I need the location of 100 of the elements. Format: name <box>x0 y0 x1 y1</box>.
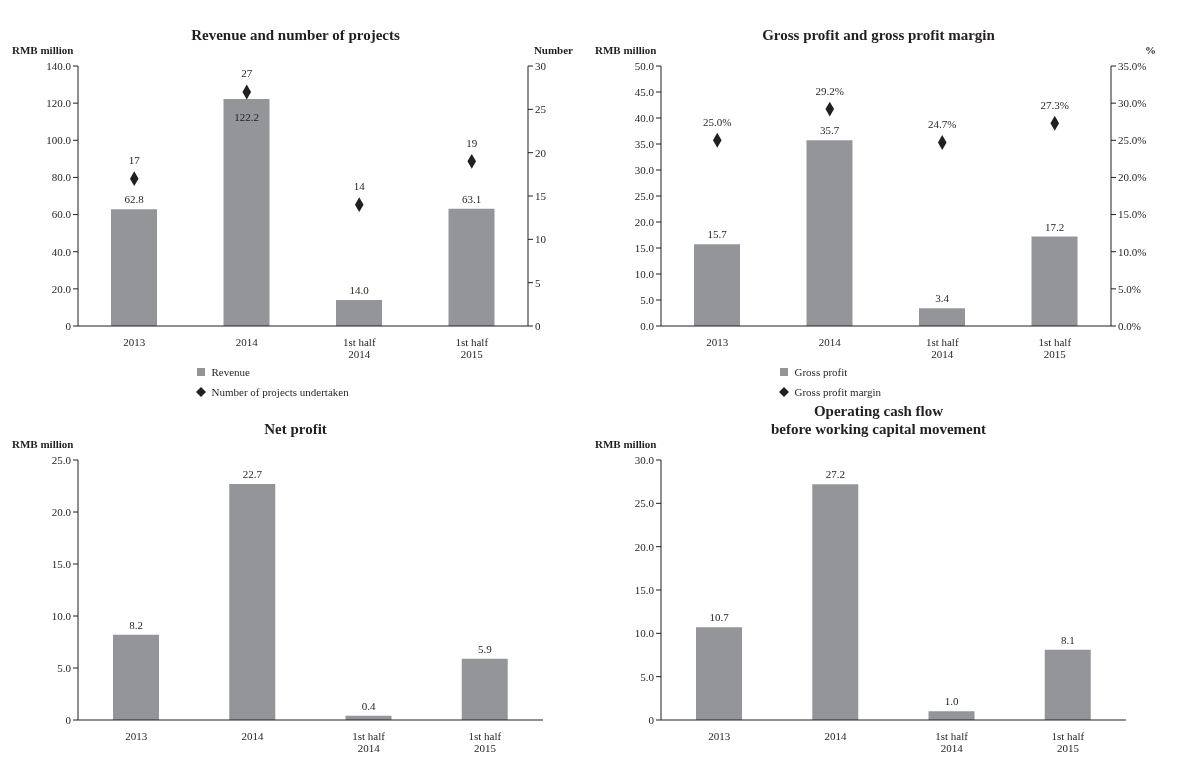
y2-tick-label: 10.0% <box>1118 245 1147 258</box>
chart-title: Revenue and number of projects <box>190 26 401 44</box>
y2-tick-label: 35.0% <box>1118 59 1147 72</box>
chart-title: Net profit <box>263 420 328 438</box>
legend-label: Number of projects undertaken <box>211 386 349 398</box>
y-tick-label: 20.0 <box>634 540 655 553</box>
bar <box>1031 236 1078 326</box>
x-tick-label: 2014 <box>824 730 847 742</box>
y-tick-label: 5.0 <box>57 661 72 674</box>
bar <box>919 308 965 326</box>
x-tick-label: 1st half 2014 <box>352 730 386 754</box>
data-label: 24.7% <box>928 118 957 130</box>
bar <box>336 300 382 326</box>
x-tick-label: 1st half 2015 <box>455 336 489 360</box>
y-tick-label: 35.0 <box>634 137 655 150</box>
y-tick-label: 0 <box>65 713 72 726</box>
data-label: 27 <box>241 67 253 80</box>
x-tick-label: 2014 <box>235 336 259 348</box>
data-label: 8.1 <box>1060 633 1075 646</box>
y2-axis-title: Number <box>533 44 573 56</box>
y-tick-label: 0 <box>648 713 655 726</box>
y-tick-label: 15.0 <box>51 557 72 570</box>
data-label: 122.2 <box>234 110 259 123</box>
y2-tick-label: 5.0% <box>1118 282 1141 295</box>
bar <box>928 711 975 720</box>
data-label: 1.0 <box>944 695 959 708</box>
y-tick-label: 20.0 <box>51 505 72 518</box>
y2-tick-label: 25.0% <box>1118 134 1147 147</box>
y-tick-label: 30.0 <box>634 163 655 176</box>
x-tick-label: 1st half 2015 <box>1038 336 1072 360</box>
y-tick-label: 15.0 <box>634 583 655 596</box>
bar <box>694 244 740 326</box>
data-label: 10.7 <box>709 611 730 624</box>
y-tick-label: 25.0 <box>51 453 72 466</box>
data-label: 25.0% <box>703 115 732 128</box>
y2-tick-label: 5 <box>535 276 541 289</box>
x-tick-label: 2013 <box>708 730 731 742</box>
y2-tick-label: 20 <box>535 146 547 159</box>
legend-label: Revenue <box>211 366 250 378</box>
x-tick-label: 2013 <box>125 730 148 742</box>
y-tick-label: 80.0 <box>51 171 72 184</box>
y2-tick-label: 30.0% <box>1118 97 1147 110</box>
y-tick-label: 25.0 <box>634 189 655 202</box>
data-label: 27.2 <box>825 468 845 481</box>
y-tick-label: 5.0 <box>640 670 655 683</box>
x-tick-label: 1st half 2015 <box>1051 730 1085 754</box>
bar <box>806 140 853 326</box>
y-axis-title: RMB million <box>595 44 657 56</box>
bar <box>111 209 157 326</box>
y-tick-label: 15.0 <box>634 241 655 254</box>
y-tick-label: 0 <box>65 319 72 332</box>
y2-tick-label: 15.0% <box>1118 208 1147 221</box>
y2-tick-label: 20.0% <box>1118 171 1147 184</box>
bar <box>461 658 508 720</box>
y-tick-label: 20.0 <box>634 215 655 228</box>
bar <box>229 483 276 720</box>
y2-tick-label: 15 <box>535 189 547 202</box>
y-tick-label: 140.0 <box>46 59 72 72</box>
data-label: 15.7 <box>707 228 728 241</box>
y-tick-label: 40.0 <box>51 245 72 258</box>
x-tick-label: 1st half 2014 <box>935 730 969 754</box>
y-tick-label: 5.0 <box>640 293 655 306</box>
y-tick-label: 60.0 <box>51 208 72 221</box>
y2-axis-title: % <box>1145 44 1156 56</box>
y-tick-label: 20.0 <box>51 282 72 295</box>
y-axis-title: RMB million <box>595 438 657 450</box>
data-label: 35.7 <box>819 124 840 137</box>
y-tick-label: 25.0 <box>634 497 655 510</box>
x-tick-label: 1st half 2014 <box>925 336 959 360</box>
data-label: 17 <box>128 154 141 167</box>
x-tick-label: 2014 <box>818 336 842 348</box>
x-tick-label: 2013 <box>123 336 146 348</box>
y2-tick-label: 30 <box>535 59 547 72</box>
y2-tick-label: 25 <box>535 103 547 116</box>
y-tick-label: 40.0 <box>634 111 655 124</box>
y2-tick-label: 0 <box>535 319 541 332</box>
chart-title: Gross profit and gross profit margin <box>761 26 996 44</box>
data-label: 3.4 <box>935 292 950 305</box>
data-label: 14.0 <box>349 284 370 296</box>
y-tick-label: 10.0 <box>634 627 655 640</box>
data-label: 62.8 <box>124 193 145 206</box>
x-tick-label: 2014 <box>241 730 264 742</box>
legend-label: Gross profit <box>794 366 848 378</box>
data-label: 29.2% <box>815 84 844 97</box>
bar <box>448 208 495 326</box>
y2-tick-label: 0.0% <box>1118 319 1141 332</box>
bar <box>696 627 742 720</box>
data-label: 0.4 <box>361 699 376 712</box>
x-tick-label: 1st half 2014 <box>342 336 376 360</box>
y-tick-label: 45.0 <box>634 85 655 98</box>
y-axis-title: RMB million <box>12 44 74 56</box>
y-tick-label: 0.0 <box>640 319 655 332</box>
x-tick-label: 2013 <box>706 336 729 348</box>
bar <box>812 484 859 720</box>
y-tick-label: 10.0 <box>51 609 72 622</box>
data-label: 63.1 <box>461 192 482 205</box>
y-tick-label: 30.0 <box>634 453 655 466</box>
data-label: 19 <box>466 136 478 149</box>
y-tick-label: 10.0 <box>634 267 655 280</box>
data-label: 27.3% <box>1040 98 1069 111</box>
